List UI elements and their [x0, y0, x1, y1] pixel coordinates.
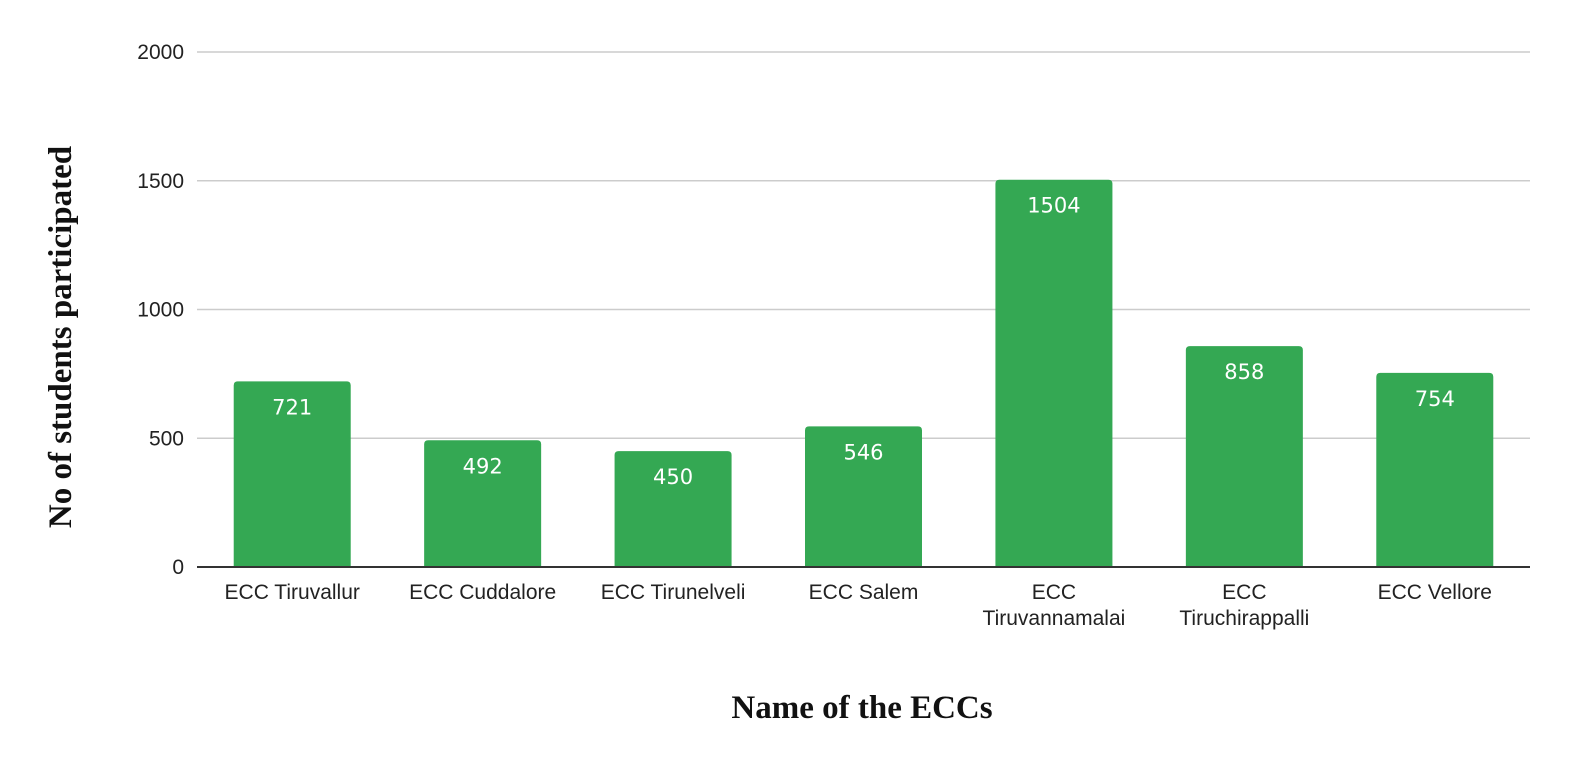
- data-label: 1504: [1027, 194, 1080, 218]
- bar: [233, 381, 351, 567]
- x-category-label: ECC: [1222, 581, 1266, 604]
- y-tick-label: 500: [149, 427, 184, 450]
- y-tick-label: 2000: [137, 41, 184, 64]
- data-label: 492: [463, 454, 503, 478]
- data-label: 450: [653, 465, 693, 489]
- y-tick-label: 1000: [137, 299, 184, 322]
- y-axis-title: No of students participated: [43, 146, 79, 528]
- x-category-label: ECC Tirunelveli: [601, 581, 746, 604]
- y-tick-label: 0: [172, 556, 184, 579]
- x-category-label: ECC Vellore: [1378, 581, 1492, 604]
- gridlines: [197, 51, 1530, 439]
- y-axis-ticks: 0 500 1000 1500 2000: [137, 41, 184, 579]
- x-axis-title: Name of the ECCs: [731, 690, 992, 726]
- x-category-label: ECC Salem: [809, 581, 919, 604]
- bar: [1376, 372, 1494, 567]
- x-category-label: Tiruvannamalai: [983, 607, 1126, 630]
- x-category-label: ECC: [1032, 581, 1076, 604]
- y-tick-label: 1500: [137, 170, 184, 193]
- data-label: 858: [1224, 360, 1264, 384]
- bar: [805, 426, 922, 567]
- bars: [233, 179, 1494, 567]
- data-label: 546: [843, 440, 883, 464]
- x-axis-categories: ECC Tiruvallur ECC Cuddalore ECC Tirunelve…: [225, 581, 1492, 630]
- data-labels: 721 492 450 546 1504 858 754: [272, 194, 1455, 489]
- x-category-label: ECC Tiruvallur: [225, 581, 360, 604]
- x-category-label: ECC Cuddalore: [409, 581, 556, 604]
- bar: [995, 179, 1113, 567]
- bar: [424, 440, 542, 567]
- bar: [1185, 346, 1303, 567]
- data-label: 754: [1415, 387, 1455, 411]
- x-category-label: Tiruchirappalli: [1179, 607, 1309, 630]
- data-label: 721: [272, 395, 312, 419]
- bar: [614, 451, 732, 567]
